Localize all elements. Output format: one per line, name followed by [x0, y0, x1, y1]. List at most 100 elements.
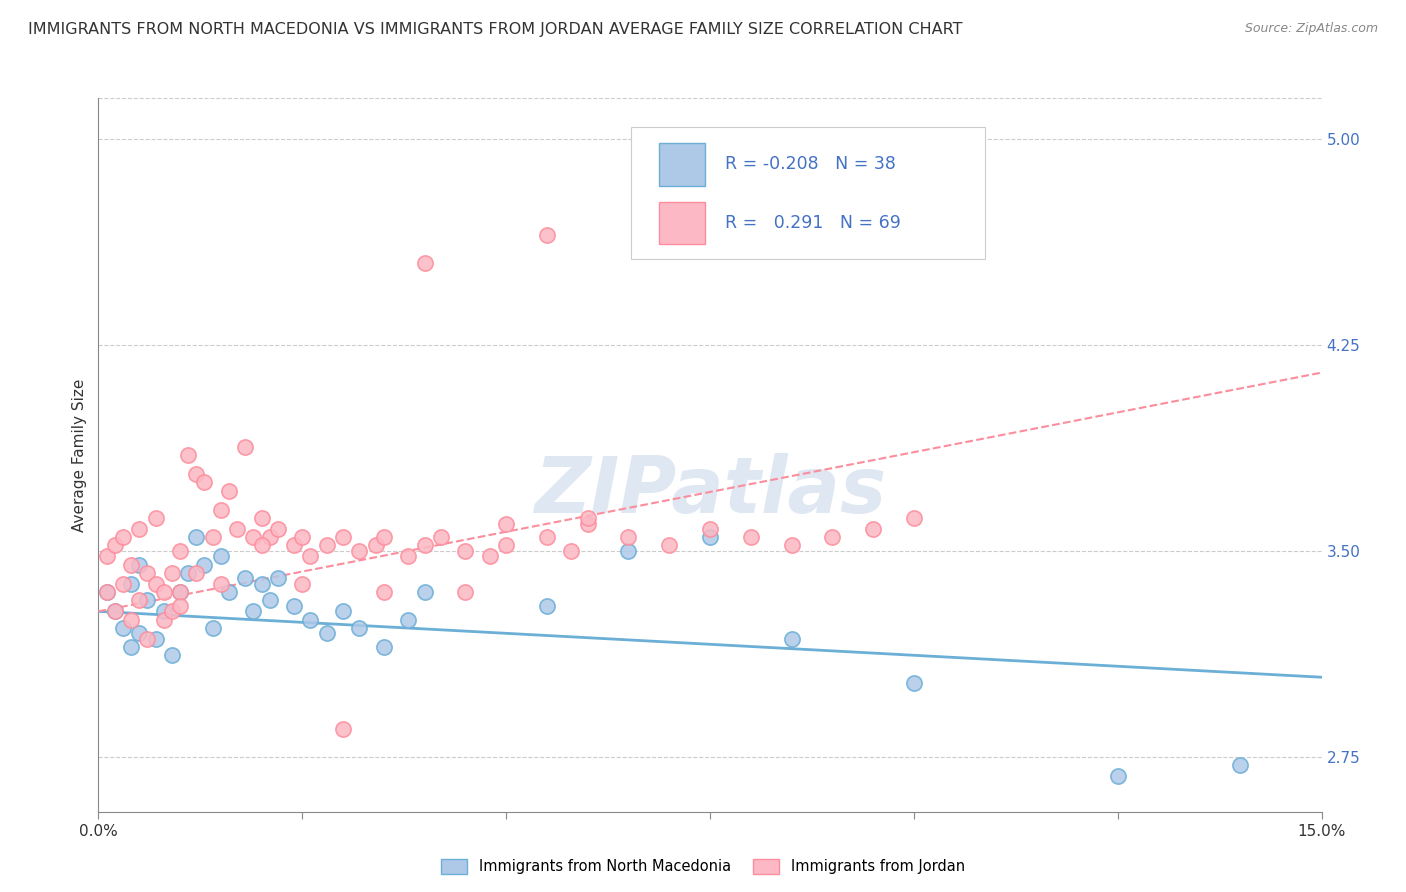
- Point: [454, 585, 477, 599]
- Point: [576, 516, 599, 531]
- Point: [111, 621, 134, 635]
- Point: [160, 566, 183, 580]
- FancyBboxPatch shape: [630, 127, 986, 259]
- Point: [373, 640, 395, 654]
- Point: [186, 530, 208, 544]
- Point: [160, 648, 183, 663]
- Point: [299, 613, 322, 627]
- Point: [267, 522, 290, 536]
- Point: [250, 577, 273, 591]
- Point: [396, 613, 419, 627]
- Point: [1107, 769, 1129, 783]
- Point: [291, 577, 314, 591]
- Point: [315, 626, 337, 640]
- Y-axis label: Average Family Size: Average Family Size: [72, 378, 87, 532]
- Point: [250, 539, 273, 553]
- Point: [145, 577, 167, 591]
- Point: [136, 566, 159, 580]
- Point: [576, 511, 599, 525]
- Point: [104, 539, 127, 553]
- Point: [104, 604, 127, 618]
- Point: [136, 632, 159, 646]
- Point: [413, 256, 436, 270]
- Point: [396, 549, 419, 564]
- Point: [349, 544, 371, 558]
- Point: [111, 577, 134, 591]
- Point: [299, 549, 322, 564]
- Point: [413, 539, 436, 553]
- Point: [201, 530, 224, 544]
- Point: [152, 613, 174, 627]
- Point: [169, 599, 191, 613]
- Point: [242, 604, 264, 618]
- Point: [242, 530, 264, 544]
- Point: [332, 723, 354, 737]
- Point: [186, 566, 208, 580]
- Point: [536, 228, 558, 243]
- Point: [120, 613, 142, 627]
- Point: [201, 621, 224, 635]
- Point: [96, 585, 118, 599]
- Text: Source: ZipAtlas.com: Source: ZipAtlas.com: [1244, 22, 1378, 36]
- Point: [111, 530, 134, 544]
- Point: [267, 571, 290, 585]
- Point: [233, 571, 256, 585]
- Point: [1229, 758, 1251, 772]
- Point: [821, 530, 844, 544]
- Point: [104, 604, 127, 618]
- Text: IMMIGRANTS FROM NORTH MACEDONIA VS IMMIGRANTS FROM JORDAN AVERAGE FAMILY SIZE CO: IMMIGRANTS FROM NORTH MACEDONIA VS IMMIG…: [28, 22, 963, 37]
- Point: [259, 530, 281, 544]
- Point: [120, 640, 142, 654]
- Point: [128, 558, 150, 572]
- Point: [291, 530, 314, 544]
- Point: [193, 475, 215, 490]
- Point: [495, 539, 517, 553]
- Point: [145, 632, 167, 646]
- Point: [193, 558, 215, 572]
- Point: [152, 604, 174, 618]
- Point: [373, 585, 395, 599]
- Point: [128, 593, 150, 607]
- Point: [413, 585, 436, 599]
- Point: [209, 577, 232, 591]
- Point: [536, 599, 558, 613]
- Point: [364, 539, 387, 553]
- Point: [430, 530, 453, 544]
- Text: R =   0.291   N = 69: R = 0.291 N = 69: [724, 214, 901, 232]
- Point: [169, 585, 191, 599]
- Point: [699, 522, 721, 536]
- Point: [780, 539, 803, 553]
- Bar: [658, 202, 706, 244]
- Point: [120, 558, 142, 572]
- Point: [283, 599, 305, 613]
- Point: [259, 593, 281, 607]
- Point: [226, 522, 249, 536]
- Point: [478, 549, 501, 564]
- Point: [250, 511, 273, 525]
- Point: [145, 511, 167, 525]
- Point: [862, 522, 884, 536]
- Point: [315, 539, 337, 553]
- Point: [454, 544, 477, 558]
- Point: [96, 585, 118, 599]
- Point: [152, 585, 174, 599]
- Point: [617, 544, 640, 558]
- Point: [658, 539, 681, 553]
- Point: [495, 516, 517, 531]
- Point: [128, 522, 150, 536]
- Point: [332, 530, 354, 544]
- Text: R = -0.208   N = 38: R = -0.208 N = 38: [724, 155, 896, 173]
- Point: [699, 530, 721, 544]
- Legend: Immigrants from North Macedonia, Immigrants from Jordan: Immigrants from North Macedonia, Immigra…: [436, 853, 970, 880]
- Point: [136, 593, 159, 607]
- Point: [780, 632, 803, 646]
- Point: [536, 530, 558, 544]
- Point: [177, 566, 200, 580]
- Point: [332, 604, 354, 618]
- Point: [617, 530, 640, 544]
- Bar: [658, 143, 706, 186]
- Point: [128, 626, 150, 640]
- Point: [186, 467, 208, 482]
- Point: [177, 448, 200, 462]
- Point: [169, 544, 191, 558]
